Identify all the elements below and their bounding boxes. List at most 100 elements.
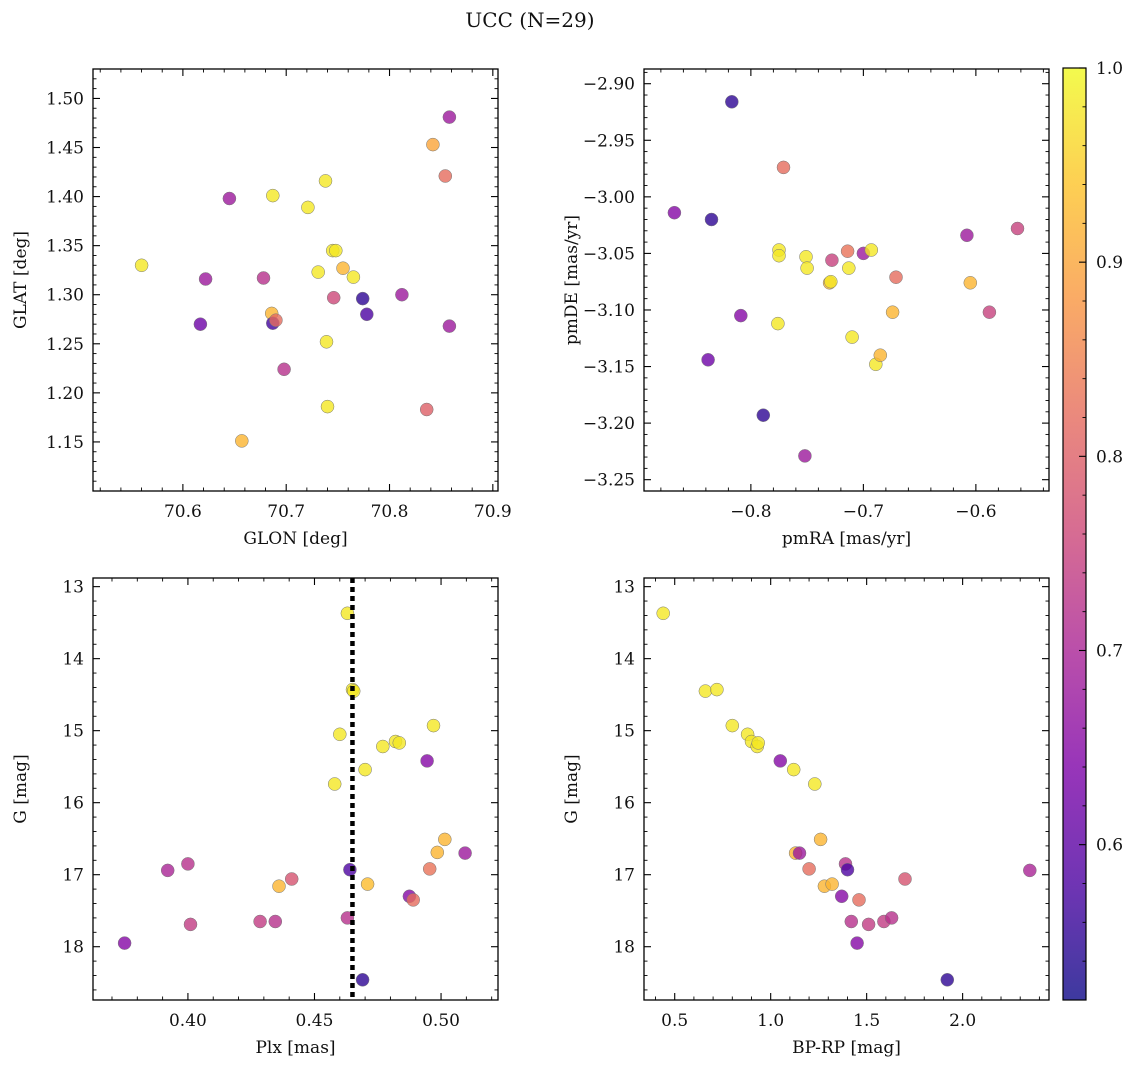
data-point [358, 762, 372, 777]
colorbar-tick-label: 0.9 [1096, 253, 1123, 273]
ticks: 70.6 70.7 70.8 70.9 1.15 1.20 1.25 1.30 1.35 1.40… [46, 68, 512, 522]
y-tick-label: 1.20 [46, 384, 84, 404]
x-tick-label: 2.0 [949, 1011, 976, 1031]
data-point [419, 402, 434, 417]
axes-frame [643, 68, 1050, 492]
scatter-points [667, 95, 1025, 463]
data-point [808, 777, 822, 791]
data-point [940, 973, 955, 987]
data-point [442, 319, 457, 333]
x-axis-label: pmRA [mas/yr] [782, 529, 911, 549]
data-point [963, 276, 978, 290]
x-tick-label: 70.6 [164, 502, 202, 522]
data-point [773, 754, 788, 768]
ticks: 0.5 1.0 1.5 2.0 13 14 15 16 17 18 [613, 578, 1049, 1031]
data-point [825, 253, 839, 267]
colorbar-tick-label: 1.0 [1096, 59, 1123, 79]
data-point [960, 228, 974, 243]
data-point [355, 973, 370, 987]
data-point [813, 832, 828, 847]
data-point [701, 353, 715, 367]
data-point [840, 862, 855, 877]
data-point [825, 877, 839, 891]
data-point [198, 272, 213, 286]
y-tick-label: 14 [613, 650, 635, 670]
colorbar-tick-label: 0.8 [1096, 447, 1123, 467]
y-tick-label: 1.40 [46, 188, 84, 208]
data-point [355, 291, 370, 306]
data-point [268, 914, 283, 929]
y-tick-label: −3.25 [583, 471, 635, 491]
x-axis-label: BP-RP [mag] [792, 1038, 901, 1058]
data-point [889, 270, 903, 284]
data-point [183, 917, 198, 932]
data-point [704, 212, 719, 227]
data-point [667, 205, 682, 220]
data-point [751, 736, 765, 750]
x-tick-label: 70.7 [267, 502, 305, 522]
data-point [438, 832, 452, 847]
x-tick-label: 0.5 [661, 1011, 688, 1031]
data-point [842, 261, 856, 275]
x-tick-label: −0.8 [730, 502, 771, 522]
data-point [277, 362, 291, 377]
scatter-points [117, 606, 472, 987]
panel-plx-g: 0.40 0.45 0.50 13 14 15 16 17 18 Plx [mas] G [mag] [11, 577, 499, 1058]
x-tick-label: 70.9 [474, 502, 512, 522]
data-point [426, 718, 441, 733]
data-point [235, 434, 249, 448]
y-axis-label: G [mag] [562, 754, 582, 823]
data-point [442, 110, 457, 124]
y-tick-label: −2.95 [583, 131, 635, 151]
data-point [256, 271, 271, 285]
panel-glon-glat: 70.6 70.7 70.8 70.9 1.15 1.20 1.25 1.30 1.35 1.40… [11, 68, 512, 549]
y-tick-label: 1.30 [46, 286, 84, 306]
data-point [284, 872, 299, 886]
y-tick-label: 13 [613, 578, 635, 598]
data-point [845, 330, 859, 344]
data-point [253, 914, 267, 929]
data-point [326, 290, 341, 305]
data-point [802, 862, 816, 876]
y-tick-label: 1.45 [46, 139, 84, 159]
colorbar-tick-label: 0.6 [1096, 836, 1123, 856]
data-point [420, 754, 434, 768]
data-point [852, 893, 866, 907]
scatter-points [656, 606, 1037, 987]
y-tick-label: 18 [613, 938, 635, 958]
data-point [269, 313, 283, 327]
data-point [360, 877, 375, 891]
panel-pmra-pmde: −0.8 −0.7 −0.6 −3.25 −3.20 −3.15 −3.10 −3.05 −3.… [562, 68, 1050, 549]
y-axis-label: GLAT [deg] [11, 231, 31, 329]
data-point [319, 335, 334, 349]
y-tick-label: 15 [613, 722, 635, 742]
axes-frame [92, 68, 499, 492]
data-point [193, 317, 208, 331]
data-point [861, 917, 876, 932]
data-point [656, 606, 670, 621]
data-point [1010, 221, 1025, 236]
data-point [438, 169, 453, 183]
data-point [776, 160, 791, 175]
data-point [756, 408, 771, 422]
x-tick-label: 0.40 [169, 1011, 207, 1031]
data-point [824, 274, 838, 289]
data-point [834, 889, 849, 904]
data-point [392, 736, 407, 750]
data-point [710, 682, 724, 697]
data-point [311, 265, 325, 279]
data-point [458, 846, 472, 860]
data-point [725, 95, 739, 109]
data-point [982, 305, 997, 319]
y-tick-label: 13 [62, 578, 84, 598]
y-tick-label: 1.50 [46, 89, 84, 109]
y-tick-label: 14 [62, 650, 84, 670]
data-point [336, 261, 350, 275]
data-point [430, 845, 445, 860]
data-point [272, 879, 286, 893]
data-point [320, 399, 335, 414]
x-tick-label: 1.5 [853, 1011, 880, 1031]
data-point [329, 243, 343, 258]
panel-bprp-g: 0.5 1.0 1.5 2.0 13 14 15 16 17 18 BP-RP [mag] G [ma… [562, 577, 1050, 1058]
y-tick-label: 16 [613, 794, 635, 814]
